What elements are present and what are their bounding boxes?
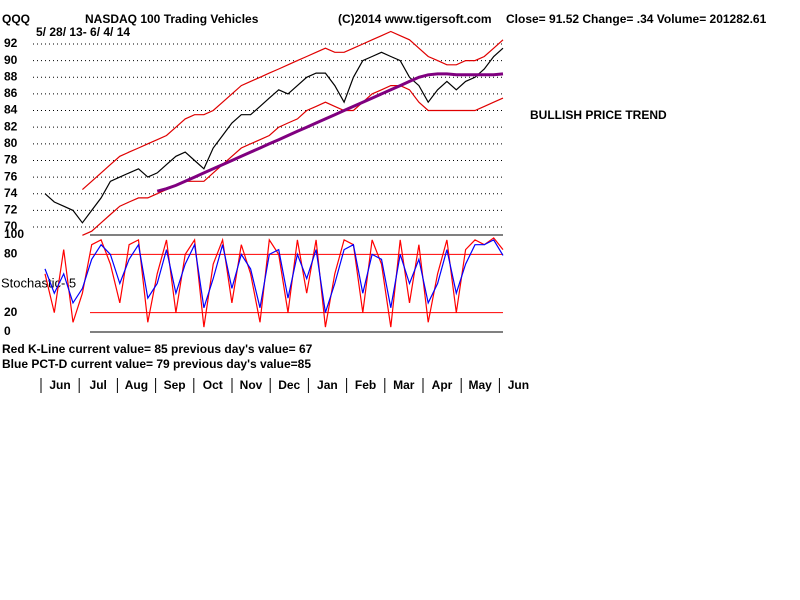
y-tick-label: 88 (4, 69, 18, 83)
series-line (44, 237, 504, 328)
x-tick-label: May (469, 378, 493, 392)
y-tick-label: 74 (4, 186, 18, 200)
y-tick-label: 82 (4, 119, 18, 133)
y-tick-label: 20 (4, 305, 18, 319)
y-tick-label: 100 (4, 227, 24, 241)
x-tick-label: Dec (278, 378, 300, 392)
y-tick-label: 90 (4, 53, 18, 67)
x-tick-label: Jan (317, 378, 338, 392)
y-tick-label: 76 (4, 169, 18, 183)
subtitle: 5/ 28/ 13- 6/ 4/ 14 (36, 25, 130, 39)
y-tick-label: 80 (4, 247, 18, 261)
annotation: BULLISH PRICE TREND (530, 108, 667, 122)
x-tick-label: Jun (49, 378, 70, 392)
x-tick-label: Sep (164, 378, 186, 392)
series-line (156, 72, 504, 193)
y-tick-label: 84 (4, 103, 18, 117)
copyright: (C)2014 www.tigersoft.com (338, 12, 492, 26)
y-tick-label: 72 (4, 203, 18, 217)
y-tick-label: 80 (4, 136, 18, 150)
y-tick-label: 70 (4, 219, 18, 233)
x-tick-label: Apr (432, 378, 453, 392)
x-tick-label: Oct (203, 378, 223, 392)
y-tick-label: 92 (4, 36, 18, 50)
note: Red K-Line current value= 85 previous da… (2, 342, 313, 356)
x-tick-label: Aug (125, 378, 148, 392)
y-tick-label: 86 (4, 86, 18, 100)
y-tick-label: 78 (4, 153, 18, 167)
x-tick-label: Jun (508, 378, 529, 392)
series-line (44, 239, 504, 313)
chart-title: NASDAQ 100 Trading Vehicles (85, 12, 259, 26)
series-line (44, 47, 504, 224)
info: Close= 91.52 Change= .34 Volume= 201282.… (506, 12, 767, 26)
series-line (82, 30, 504, 191)
x-tick-label: Feb (355, 378, 376, 392)
x-tick-label: Mar (393, 378, 415, 392)
y-tick-label: 0 (4, 324, 11, 338)
ticker: QQQ (2, 12, 30, 26)
series-line (82, 85, 504, 236)
x-tick-label: Nov (240, 378, 263, 392)
x-tick-label: Jul (90, 378, 107, 392)
note: Blue PCT-D current value= 79 previous da… (2, 357, 311, 371)
